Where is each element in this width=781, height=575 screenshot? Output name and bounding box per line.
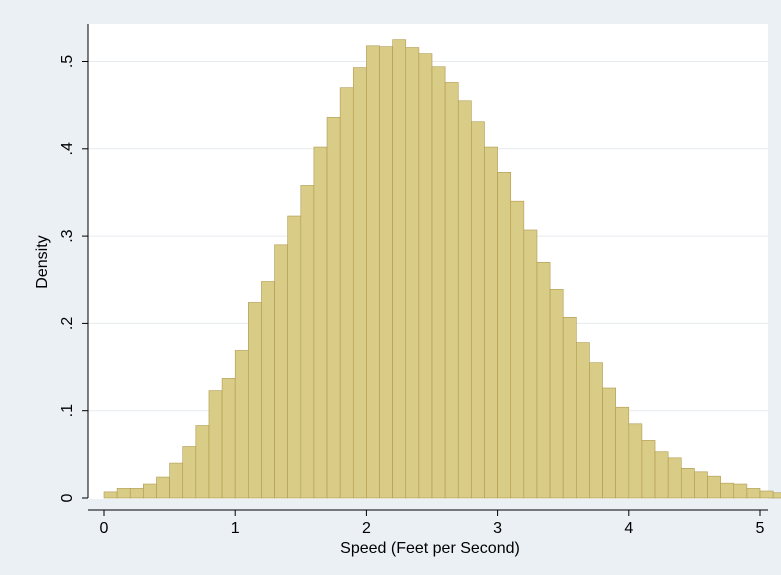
x-tick-label: 2 (362, 520, 371, 537)
histogram-bar (287, 215, 302, 499)
histogram-bar (169, 462, 184, 499)
histogram-bar (759, 490, 774, 499)
x-tick-label: 4 (624, 520, 633, 537)
histogram-bar (484, 146, 498, 499)
histogram-bar (667, 457, 682, 499)
histogram-bar (261, 281, 275, 499)
axes (87, 24, 768, 511)
histogram-bar (182, 446, 197, 499)
histogram-bar (103, 491, 118, 499)
histogram-bar (576, 342, 590, 499)
histogram-bar (615, 406, 630, 499)
histogram-bar (733, 483, 748, 499)
histogram-bar (234, 350, 249, 499)
histogram-bar (562, 316, 577, 499)
x-tick-label: 3 (493, 520, 502, 537)
histogram-bar (300, 185, 315, 499)
histogram-bars (103, 39, 781, 499)
histogram-bar (471, 121, 485, 499)
histogram-bar (628, 423, 643, 499)
histogram-bar (208, 390, 223, 499)
histogram-bar (339, 87, 354, 499)
histogram-bar (641, 440, 656, 499)
histogram-bar (680, 468, 695, 499)
histogram-bar (444, 82, 459, 499)
histogram-bar (536, 261, 551, 499)
y-tick-label: .3 (59, 229, 76, 242)
x-tick-label: 5 (756, 520, 765, 537)
y-tick-label: .5 (59, 55, 76, 68)
y-axis-title: Density (34, 235, 51, 288)
y-tick-label: .1 (59, 404, 76, 417)
y-tick-label: .4 (59, 142, 76, 155)
histogram-bar (313, 146, 328, 499)
histogram-bar (195, 425, 210, 499)
histogram-bar (746, 488, 761, 499)
histogram-bar (720, 482, 735, 499)
histogram-bar (457, 100, 472, 499)
histogram-bar (248, 302, 262, 499)
histogram-bar (707, 475, 721, 499)
histogram-bar (589, 362, 603, 499)
y-tick-label: .2 (59, 317, 76, 330)
x-tick-label: 0 (100, 520, 109, 537)
histogram-bar (510, 200, 525, 499)
histogram-bar (654, 451, 669, 499)
histogram-bar (221, 378, 236, 499)
histogram-bar (392, 39, 407, 499)
histogram-bar (549, 289, 564, 499)
histogram-bar (379, 46, 393, 499)
histogram-bar (129, 488, 144, 499)
histogram-bar (116, 488, 131, 499)
histogram-bar (405, 47, 420, 499)
histogram-bar (366, 45, 380, 499)
histogram-bar (523, 229, 538, 499)
histogram-bar (431, 66, 446, 499)
histogram-bar (143, 483, 157, 499)
histogram-bar (352, 67, 367, 499)
histogram-bar (418, 53, 433, 499)
histogram-bar (694, 471, 708, 499)
histogram-bar (602, 387, 616, 499)
histogram-bar (326, 117, 341, 499)
y-tick-label: 0 (59, 493, 76, 502)
histogram-bar (772, 492, 781, 499)
histogram-bar (156, 476, 170, 499)
x-axis-ticks: 0 1 2 3 4 5 (100, 510, 765, 537)
histogram-bar (497, 172, 512, 499)
y-axis-ticks: 0 .1 .2 .3 .4 .5 (59, 55, 88, 502)
x-tick-label: 1 (231, 520, 240, 537)
histogram-bar (274, 244, 288, 499)
x-axis-title: Speed (Feet per Second) (340, 540, 520, 557)
